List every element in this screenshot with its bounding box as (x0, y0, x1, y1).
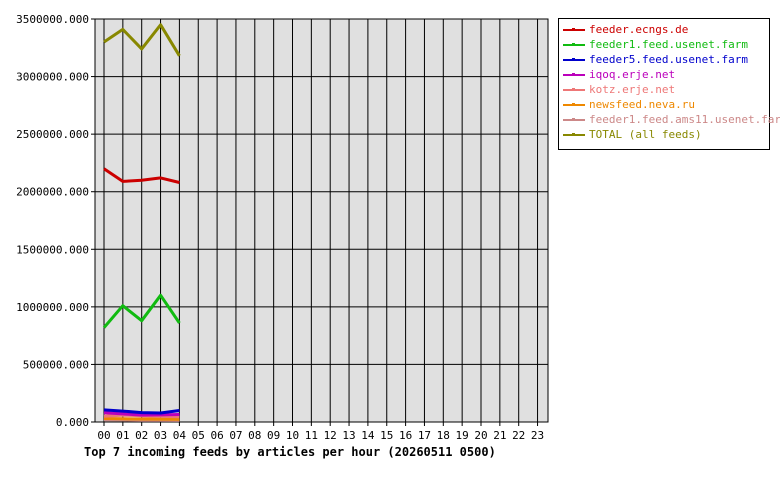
legend-swatch (563, 43, 585, 46)
x-tick-label: 15 (380, 429, 393, 442)
legend-swatch (563, 58, 585, 61)
legend-swatch (563, 88, 585, 91)
grid (95, 18, 548, 423)
y-tick-label: 3500000.000 (16, 13, 89, 26)
x-tick-label: 00 (97, 429, 110, 442)
legend: feeder.ecngs.de feeder1.feed.usenet.farm f… (558, 18, 780, 150)
y-tick-label: 500000.000 (23, 358, 89, 371)
legend-label: feeder1.feed.usenet.farm (589, 38, 748, 51)
x-tick-label: 05 (192, 429, 205, 442)
series-line (103, 23, 181, 57)
y-tick-label: 1000000.000 (16, 301, 89, 314)
x-tick-label: 23 (531, 429, 544, 442)
x-tick-label: 12 (324, 429, 337, 442)
legend-label: iqoq.erje.net (589, 68, 676, 81)
x-tick-label: 13 (342, 429, 355, 442)
x-tick-label: 19 (456, 429, 469, 442)
y-tick-label: 3000000.000 (16, 71, 89, 84)
y-tick-label: 2000000.000 (16, 186, 89, 199)
x-tick-label: 22 (512, 429, 525, 442)
x-tick-label: 14 (361, 429, 375, 442)
x-tick-label: 02 (135, 429, 148, 442)
legend-swatch (563, 118, 585, 121)
y-tick-label: 2500000.000 (16, 128, 89, 141)
y-axis: 0.000 500000.000 1000000.000 1500000.000 200… (16, 13, 95, 429)
x-tick-label: 08 (248, 429, 261, 442)
series-line (103, 411, 180, 417)
x-tick-label: 16 (399, 429, 412, 442)
x-tick-label: 10 (286, 429, 299, 442)
x-tick-label: 06 (210, 429, 223, 442)
x-tick-label: 11 (305, 429, 318, 442)
series-line (102, 293, 181, 329)
x-tick-label: 04 (173, 429, 187, 442)
x-tick-label: 20 (474, 429, 487, 442)
legend-label: feeder5.feed.usenet.farm (589, 53, 748, 66)
x-tick-label: 01 (116, 429, 129, 442)
legend-swatch (563, 73, 585, 76)
legend-swatch (563, 28, 585, 31)
series-line (103, 167, 180, 184)
x-tick-label: 03 (154, 429, 167, 442)
plot-area (94, 18, 549, 423)
series-line (103, 417, 180, 421)
legend-swatch (563, 133, 585, 136)
y-tick-label: 0.000 (56, 416, 89, 429)
legend-label: TOTAL (all feeds) (589, 128, 702, 141)
x-tick-label: 17 (418, 429, 431, 442)
legend-label: newsfeed.neva.ru (589, 98, 695, 111)
legend-label: kotz.erje.net (589, 83, 676, 96)
x-tick-label: 07 (229, 429, 242, 442)
series-line (103, 408, 180, 415)
series-layer (102, 23, 181, 422)
x-tick-label: 21 (493, 429, 506, 442)
x-axis: 00 01 02 03 04 05 06 07 08 09 10 11 12 13 14 15 16 17 18 19… (97, 422, 544, 442)
legend-swatch (563, 103, 585, 106)
chart-title: Top 7 incoming feeds by articles per hou… (84, 445, 496, 459)
x-tick-label: 18 (437, 429, 450, 442)
legend-label: feeder.ecngs.de (589, 23, 689, 36)
y-tick-label: 1500000.000 (16, 243, 89, 256)
x-tick-label: 09 (267, 429, 280, 442)
legend-label: feeder1.feed.ams11.usenet.farm (589, 113, 780, 126)
